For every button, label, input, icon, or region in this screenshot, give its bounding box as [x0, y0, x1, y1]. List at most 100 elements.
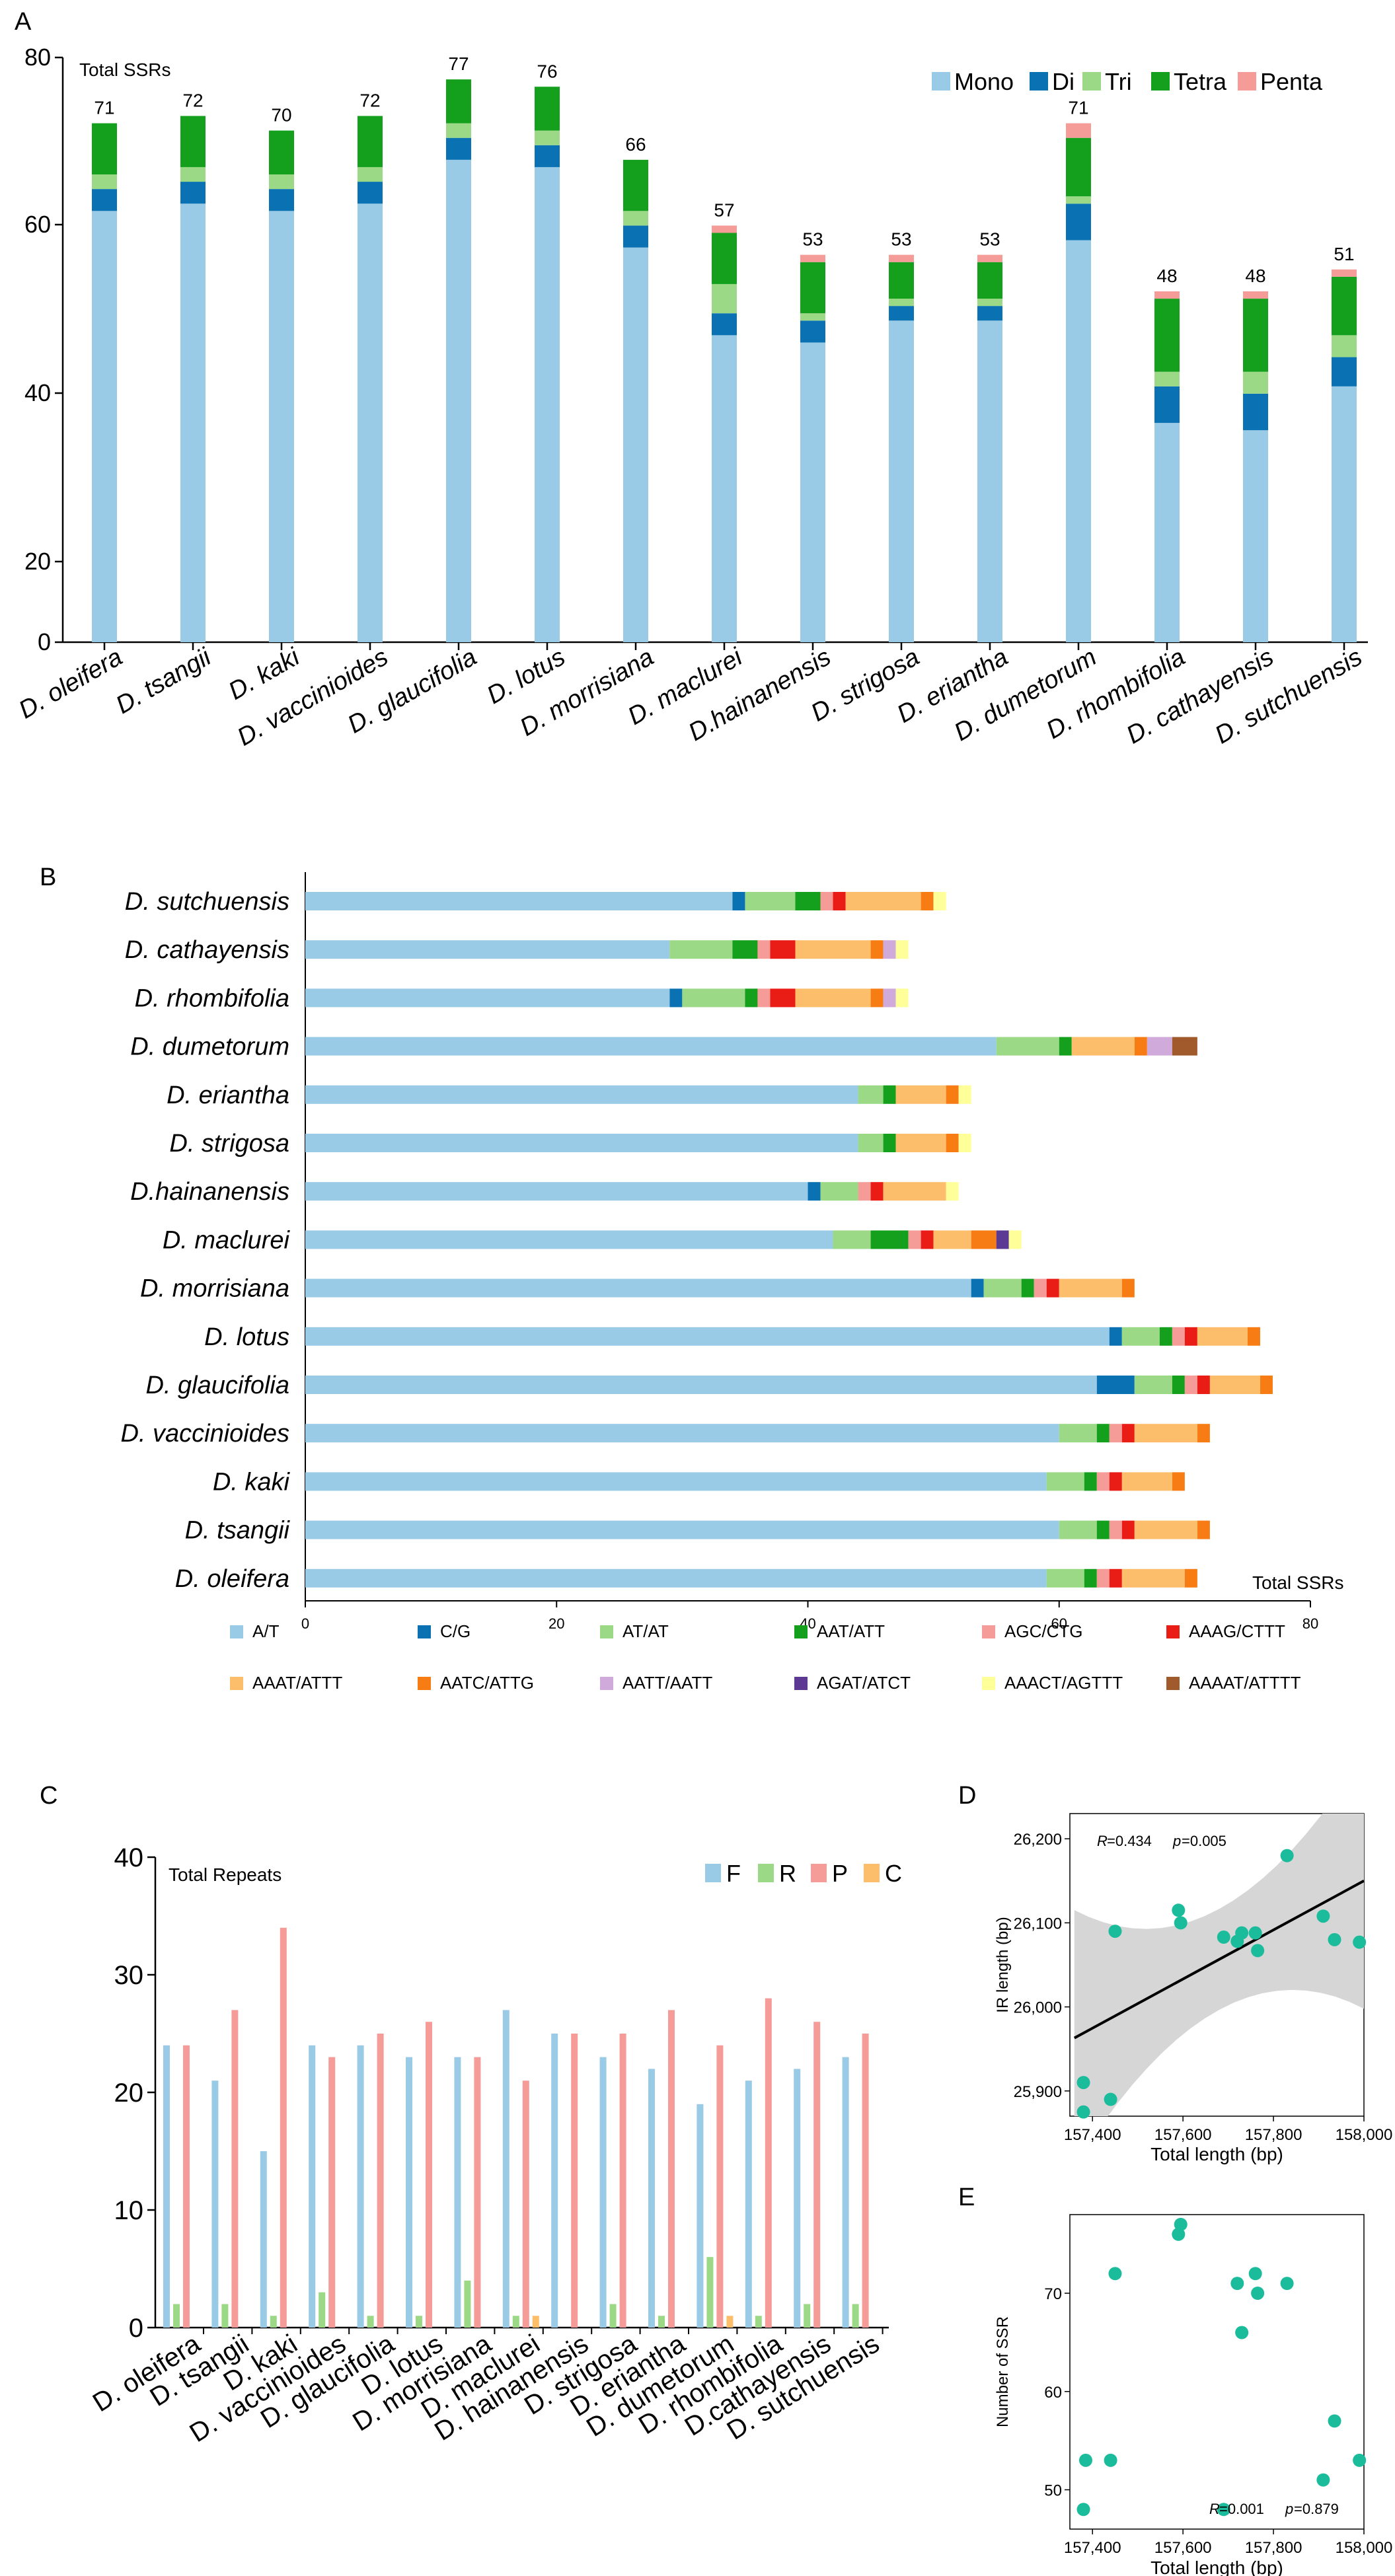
bar-tri [1066, 196, 1091, 204]
bar-F [842, 2057, 849, 2328]
bar-tri [1243, 371, 1268, 394]
bar-segment [795, 892, 821, 910]
bar-F [599, 2057, 607, 2328]
scatter-point [1108, 1925, 1122, 1938]
legend-swatch-di [1030, 72, 1048, 91]
legend-label: AATC/ATTG [440, 1673, 534, 1693]
bar-R [609, 2304, 617, 2328]
bar-F [648, 2069, 655, 2328]
bar-mono [535, 166, 560, 642]
scatter-point [1316, 2473, 1330, 2487]
total-label: 71 [94, 98, 114, 118]
bar-F [163, 2045, 170, 2328]
bar-penta [1243, 291, 1268, 299]
bar-segment [996, 1037, 1059, 1056]
bar-segment [1109, 1424, 1122, 1443]
panel-label-b: B [40, 864, 56, 891]
bar-tetra [1332, 276, 1357, 336]
scatter-point [1328, 1932, 1341, 1946]
bar-mono [623, 247, 648, 642]
scatter-point [1248, 2267, 1262, 2281]
chart-title: Total Repeats [169, 1864, 282, 1885]
bar-segment [1046, 1278, 1059, 1298]
fit-line [1073, 1880, 1365, 2040]
scatter-point [1078, 2453, 1092, 2467]
bar-mono [1066, 240, 1091, 642]
bar-segment [1121, 1278, 1135, 1298]
y-tick-label: 25,900 [1014, 2083, 1062, 2101]
bar-segment [1096, 1472, 1110, 1491]
panel-label-c: C [40, 1782, 57, 1810]
category-label: D. cathayensis [125, 936, 289, 964]
x-tick-label: 157,600 [1154, 2126, 1212, 2144]
bar-P [813, 2022, 821, 2328]
bar-segment [933, 892, 946, 910]
bar-segment [305, 1278, 971, 1298]
bar-segment [1184, 1568, 1197, 1588]
panel-label-a: A [15, 8, 32, 36]
bar-segment [1197, 1424, 1210, 1443]
bar-mono [1332, 386, 1357, 642]
bar-segment [1096, 1568, 1110, 1588]
bar-F [551, 2034, 558, 2328]
bar-segment [1084, 1472, 1097, 1491]
bar-segment [946, 1182, 959, 1201]
r-value: =0.001 [1219, 2501, 1264, 2517]
bar-P [668, 2010, 675, 2328]
bar-tri [889, 299, 914, 307]
bar-R [512, 2316, 519, 2328]
bar-segment [757, 940, 771, 959]
bar-segment [1147, 1037, 1172, 1056]
bar-tri [1154, 371, 1180, 386]
bar-R [173, 2304, 180, 2328]
bar-segment [305, 988, 670, 1008]
bar-F [502, 2010, 509, 2328]
total-label: 57 [714, 200, 734, 220]
legend-label: AAAT/ATTT [252, 1673, 342, 1693]
bar-tri [535, 130, 560, 145]
scatter-point [1172, 1903, 1186, 1917]
bar-P [862, 2034, 869, 2328]
y-tick-label: 26,000 [1014, 1999, 1062, 2017]
legend-swatch-P [811, 1864, 827, 1882]
bar-penta [889, 254, 914, 262]
r-symbol: R [1209, 2501, 1220, 2517]
scatter-point [1076, 2503, 1090, 2517]
bar-tri [712, 283, 737, 314]
bar-F [357, 2045, 364, 2328]
bar-R [319, 2292, 326, 2328]
y-tick-label: 26,100 [1014, 1915, 1062, 1932]
bar-mono [800, 342, 825, 642]
bar-segment [1134, 1037, 1147, 1056]
legend-swatch [600, 1677, 613, 1690]
legend-label: AAAG/CTTT [1189, 1621, 1285, 1641]
y-tick-label: 60 [1044, 2384, 1062, 2402]
legend-label-R: R [779, 1860, 796, 1887]
legend-label-P: P [832, 1860, 848, 1887]
bar-segment [1046, 1568, 1084, 1588]
bar-segment [1209, 1376, 1260, 1394]
bar-segment [305, 940, 670, 959]
bar-segment [958, 1134, 971, 1152]
bar-segment [820, 892, 833, 910]
category-label: D. glaucifolia [145, 1372, 289, 1399]
bar-segment [1109, 1472, 1122, 1491]
legend-swatch-R [758, 1864, 774, 1882]
chart-title: Total SSRs [79, 59, 171, 80]
bar-segment [732, 940, 758, 959]
bar-segment [883, 940, 896, 959]
bar-penta [1332, 269, 1357, 277]
legend-swatch-tetra [1151, 72, 1170, 91]
bar-R [416, 2316, 422, 2328]
bar-tetra [977, 262, 1002, 299]
bar-tri [977, 299, 1002, 307]
y-tick-label: 40 [114, 1843, 144, 1872]
r-symbol: R [1097, 1833, 1108, 1849]
legend-swatch-C [864, 1864, 880, 1882]
bar-segment [908, 1230, 921, 1249]
legend-label: AAAAT/ATTTT [1189, 1673, 1301, 1693]
bar-C [726, 2316, 734, 2328]
bar-segment [921, 892, 934, 910]
bar-segment [946, 1085, 959, 1104]
legend-swatch-penta [1238, 72, 1256, 91]
